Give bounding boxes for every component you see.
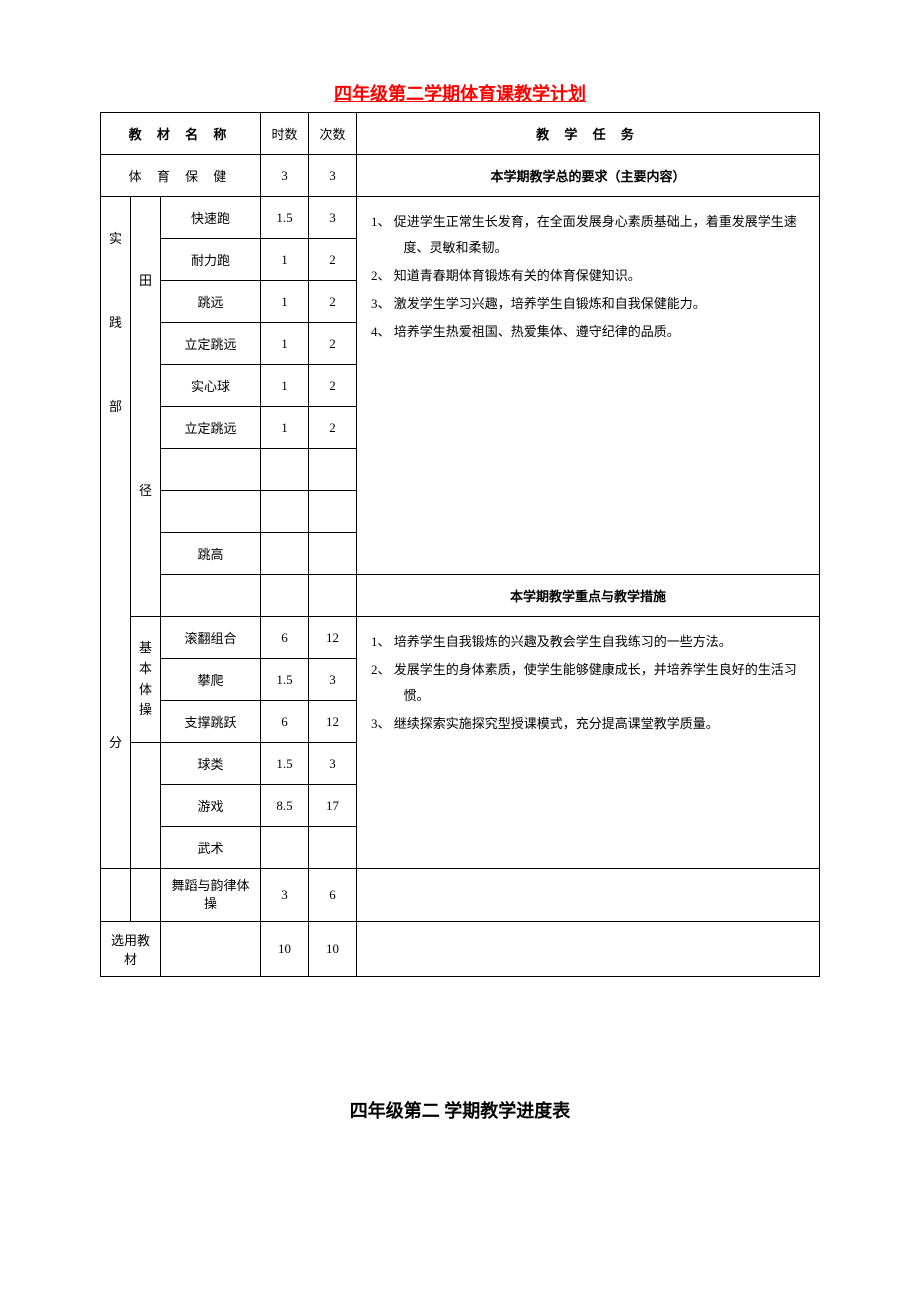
side-fen: 分 [101,617,131,869]
cell-times [309,575,357,617]
cell-times: 2 [309,323,357,365]
cell-hours: 1 [261,239,309,281]
cell-times: 12 [309,701,357,743]
cell-times [309,491,357,533]
cell-hours: 1 [261,323,309,365]
table-row: 舞蹈与韵律体操 3 6 [101,869,820,922]
side-blank [131,743,161,869]
cell-hours [261,491,309,533]
page-title: 四年级第二学期体育课教学计划 [100,80,820,106]
selected-label: 选用教材 [101,922,161,977]
requirements-heading: 本学期教学总的要求（主要内容） [357,155,820,197]
cell-hours: 1 [261,281,309,323]
cell-name: 攀爬 [161,659,261,701]
cell-name [161,575,261,617]
cell-hours [261,533,309,575]
cell-times: 6 [309,869,357,922]
side-basic-gym: 基本体操 [131,617,161,743]
cell-times: 2 [309,239,357,281]
cell-hours: 3 [261,155,309,197]
header-times: 次数 [309,113,357,155]
cell-name: 支撑跳跃 [161,701,261,743]
cell-hours [261,449,309,491]
cell-times: 3 [309,155,357,197]
cell-hours: 1.5 [261,659,309,701]
req-item: 4、 培养学生热爱祖国、热爱集体、遵守纪律的品质。 [371,319,805,345]
cell-name: 立定跳远 [161,407,261,449]
cell-name [161,491,261,533]
cell-name: 耐力跑 [161,239,261,281]
side-jing: 径 [131,365,161,617]
req-item: 2、 知道青春期体育锻炼有关的体育保健知识。 [371,263,805,289]
cell-hours: 1 [261,365,309,407]
side-blank [101,869,131,922]
cell-blank [357,922,820,977]
cell-name: 快速跑 [161,197,261,239]
table-row: 教 材 名 称 时数 次数 教 学 任 务 [101,113,820,155]
req-item: 3、 激发学生学习兴趣，培养学生自锻炼和自我保健能力。 [371,291,805,317]
requirements-body: 1、 促进学生正常生长发育，在全面发展身心素质基础上，着重发展学生速度、灵敏和柔… [357,197,820,575]
cell-name: 跳高 [161,533,261,575]
cell-name: 舞蹈与韵律体操 [161,869,261,922]
cell-hours: 3 [261,869,309,922]
cell-times: 3 [309,659,357,701]
pe-health-label: 体 育 保 健 [101,155,261,197]
cell-hours: 1 [261,407,309,449]
side-blank [101,449,131,617]
cell-hours [261,827,309,869]
cell-times: 3 [309,197,357,239]
measures-heading: 本学期教学重点与教学措施 [357,575,820,617]
cell-times [309,827,357,869]
side-shi: 实 [101,197,131,281]
cell-times: 12 [309,617,357,659]
measure-item: 3、 继续探索实施探究型授课模式，充分提高课堂教学质量。 [371,711,805,737]
page-subtitle: 四年级第二 学期教学进度表 [100,1097,820,1123]
cell-hours: 1.5 [261,743,309,785]
side-jian: 践 [101,281,131,365]
measures-body: 1、 培养学生自我锻炼的兴趣及教会学生自我练习的一些方法。 2、 发展学生的身体… [357,617,820,869]
cell-hours: 6 [261,617,309,659]
cell-hours: 1.5 [261,197,309,239]
cell-hours: 10 [261,922,309,977]
cell-times: 2 [309,281,357,323]
header-material: 教 材 名 称 [101,113,261,155]
cell-hours: 6 [261,701,309,743]
cell-name: 滚翻组合 [161,617,261,659]
cell-times [309,533,357,575]
cell-name [161,922,261,977]
plan-table: 教 材 名 称 时数 次数 教 学 任 务 体 育 保 健 3 3 本学期教学总… [100,112,820,977]
table-row: 体 育 保 健 3 3 本学期教学总的要求（主要内容） [101,155,820,197]
table-row: 实 田 快速跑 1.5 3 1、 促进学生正常生长发育，在全面发展身心素质基础上… [101,197,820,239]
measure-item: 1、 培养学生自我锻炼的兴趣及教会学生自我练习的一些方法。 [371,629,805,655]
cell-name [161,449,261,491]
table-row: 本学期教学重点与教学措施 [101,575,820,617]
cell-times: 10 [309,922,357,977]
cell-name: 跳远 [161,281,261,323]
cell-times [309,449,357,491]
cell-times: 2 [309,365,357,407]
cell-name: 游戏 [161,785,261,827]
measure-item: 2、 发展学生的身体素质，使学生能够健康成长，并培养学生良好的生活习惯。 [371,657,805,709]
cell-name: 立定跳远 [161,323,261,365]
cell-name: 武术 [161,827,261,869]
cell-times: 3 [309,743,357,785]
cell-hours: 8.5 [261,785,309,827]
side-blank [131,869,161,922]
cell-name: 球类 [161,743,261,785]
cell-times: 2 [309,407,357,449]
side-tian: 田 [131,197,161,365]
cell-name: 实心球 [161,365,261,407]
req-item: 1、 促进学生正常生长发育，在全面发展身心素质基础上，着重发展学生速度、灵敏和柔… [371,209,805,261]
cell-hours [261,575,309,617]
table-row: 选用教材 10 10 [101,922,820,977]
header-task: 教 学 任 务 [357,113,820,155]
table-row: 分 基本体操 滚翻组合 6 12 1、 培养学生自我锻炼的兴趣及教会学生自我练习… [101,617,820,659]
cell-times: 17 [309,785,357,827]
cell-blank [357,869,820,922]
side-bu: 部 [101,365,131,449]
header-hours: 时数 [261,113,309,155]
